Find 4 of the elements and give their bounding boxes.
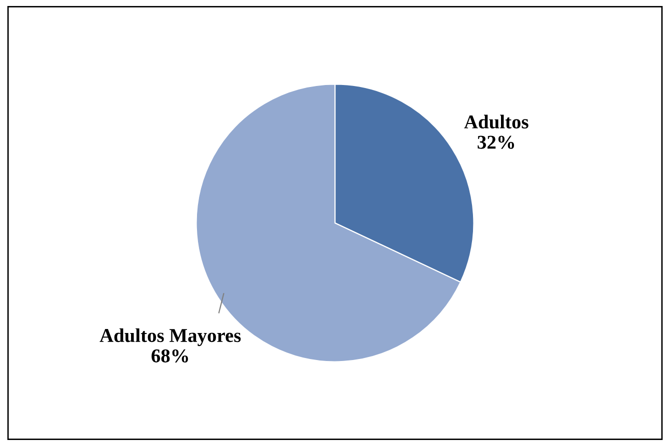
slice-label: Adultos bbox=[464, 114, 528, 129]
slice-label: Adultos Mayores bbox=[100, 328, 241, 346]
data-label: 32% bbox=[478, 136, 514, 149]
data-label: 68% bbox=[152, 349, 188, 363]
